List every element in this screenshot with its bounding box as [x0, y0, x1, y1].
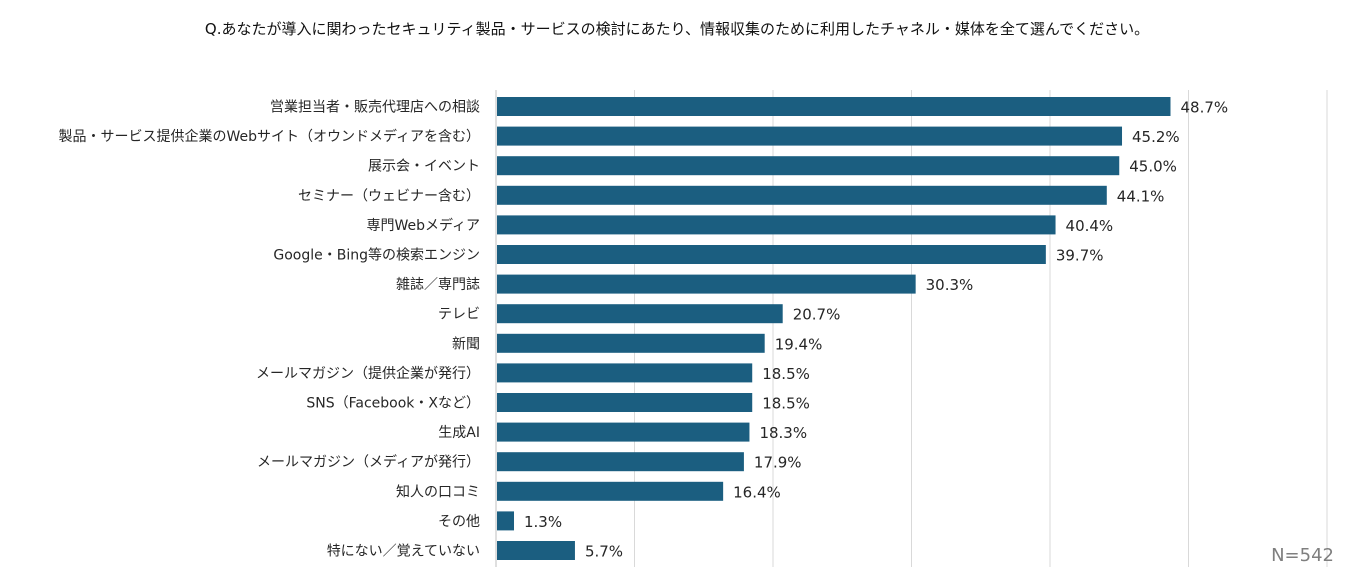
bar	[497, 363, 753, 383]
value-label: 39.7%	[1056, 247, 1104, 265]
category-label: テレビ	[438, 307, 480, 323]
bar	[497, 393, 753, 412]
value-label: 16.4%	[733, 483, 781, 501]
category-label: 生成AI	[438, 425, 480, 441]
value-label: 20.7%	[793, 306, 841, 324]
category-label: 知人の口コミ	[396, 483, 480, 500]
bar	[497, 422, 750, 442]
category-label-layer: 営業担当者・販売代理店への相談製品・サービス提供企業のWebサイト（オウンドメデ…	[58, 100, 480, 560]
value-label: 45.0%	[1129, 158, 1177, 176]
category-label: メールマガジン（メディアが発行）	[257, 454, 480, 471]
category-label: SNS（Facebook・Xなど）	[306, 396, 480, 412]
value-label: 18.5%	[762, 395, 810, 413]
value-label: 19.4%	[775, 335, 823, 353]
bar	[497, 541, 575, 560]
category-label: 製品・サービス提供企業のWebサイト（オウンドメディアを含む）	[58, 128, 480, 145]
value-label: 5.7%	[585, 543, 623, 561]
value-label-layer: 48.7%45.2% 45.0% 44.1%40.4% 39.7% 30.3% 20.7%…	[524, 99, 1228, 561]
bar	[497, 452, 744, 472]
value-label: 30.3%	[926, 276, 974, 294]
value-label: 40.4%	[1066, 217, 1114, 235]
value-label: 1.3%	[524, 513, 562, 531]
bar	[497, 481, 724, 501]
bar	[497, 304, 783, 324]
bar	[497, 215, 1056, 235]
category-label: メールマガジン（提供企業が発行）	[256, 365, 480, 382]
bar	[497, 97, 1171, 116]
value-label: 17.9%	[754, 454, 802, 472]
category-label: 展示会・イベント	[368, 159, 480, 175]
value-label: 48.7%	[1180, 99, 1228, 117]
sample-size-label: N=542	[1271, 545, 1334, 566]
category-label: 新聞	[452, 336, 480, 352]
value-label: 18.5%	[762, 365, 810, 383]
bar	[497, 126, 1123, 146]
category-label: 雑誌／専門誌	[396, 277, 480, 293]
category-label: Google・Bing等の検索エンジン	[273, 247, 480, 264]
bar	[497, 156, 1120, 176]
category-label: 営業担当者・販売代理店への相談	[270, 100, 480, 116]
value-label: 45.2%	[1132, 128, 1180, 146]
bar	[497, 185, 1107, 205]
value-label: 44.1%	[1117, 187, 1165, 205]
bar-layer	[497, 97, 1171, 560]
category-label: 専門Webメディア	[366, 217, 480, 234]
bar	[497, 333, 765, 353]
value-label: 18.3%	[759, 424, 807, 442]
category-label: セミナー（ウェビナー含む）	[298, 188, 480, 204]
bar	[497, 274, 916, 294]
chart-title: Q.あなたが導入に関わったセキュリティ製品・サービスの検討にあたり、情報収集のた…	[204, 20, 1150, 38]
category-label: その他	[438, 514, 480, 530]
bar	[497, 245, 1046, 264]
grid-layer	[495, 90, 1328, 567]
bar	[497, 511, 515, 531]
category-label: 特にない／覚えていない	[327, 544, 480, 560]
